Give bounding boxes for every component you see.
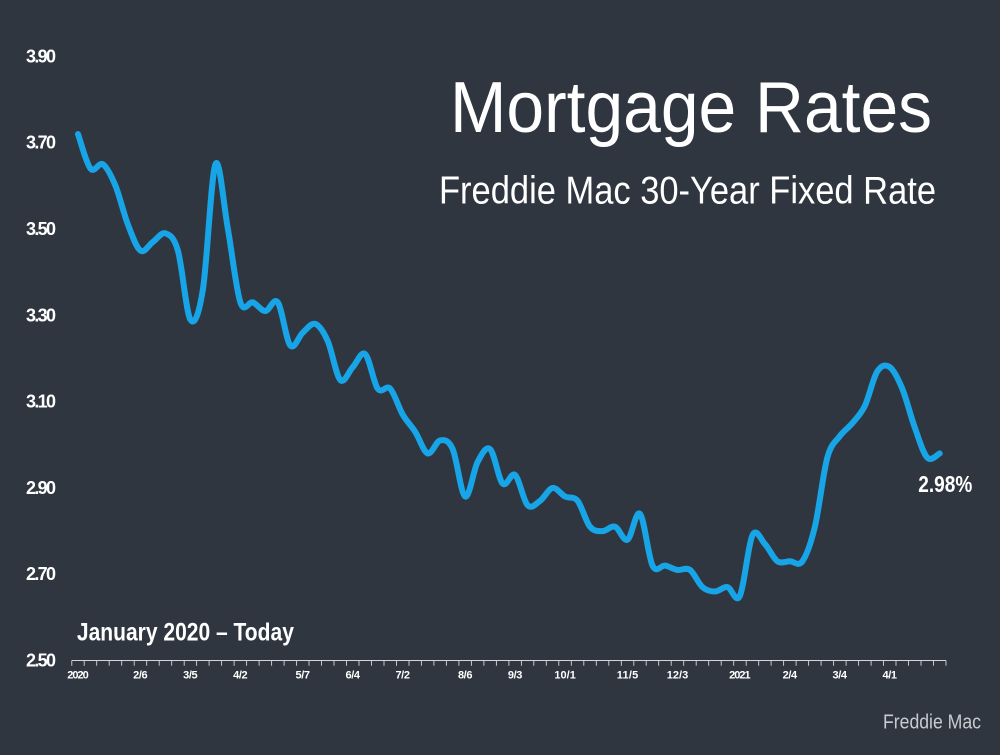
svg-text:3.30: 3.30	[26, 305, 56, 325]
svg-text:2.70: 2.70	[26, 564, 56, 584]
svg-text:3.50: 3.50	[26, 219, 56, 239]
svg-text:3.10: 3.10	[26, 392, 56, 412]
svg-text:5/7: 5/7	[296, 670, 311, 682]
svg-text:2021: 2021	[729, 670, 751, 682]
svg-text:11/5: 11/5	[617, 670, 639, 682]
svg-text:Mortgage Rates: Mortgage Rates	[450, 68, 932, 148]
svg-text:10/1: 10/1	[554, 670, 576, 682]
svg-text:2020: 2020	[67, 670, 89, 682]
svg-text:4/2: 4/2	[233, 670, 248, 682]
svg-text:7/2: 7/2	[395, 670, 410, 682]
svg-text:4/1: 4/1	[883, 670, 898, 682]
svg-text:8/6: 8/6	[458, 670, 473, 682]
svg-text:2/4: 2/4	[783, 670, 798, 682]
svg-text:6/4: 6/4	[346, 670, 361, 682]
svg-text:12/3: 12/3	[667, 670, 689, 682]
svg-text:Freddie Mac: Freddie Mac	[883, 712, 981, 734]
svg-text:3/5: 3/5	[183, 670, 198, 682]
svg-text:January 2020 – Today: January 2020 – Today	[77, 619, 294, 647]
svg-text:2/6: 2/6	[133, 670, 148, 682]
svg-text:2.98%: 2.98%	[918, 471, 972, 497]
svg-text:9/3: 9/3	[508, 670, 523, 682]
svg-text:Freddie Mac 30-Year Fixed Rate: Freddie Mac 30-Year Fixed Rate	[439, 170, 936, 213]
svg-text:3/4: 3/4	[833, 670, 848, 682]
svg-text:2.90: 2.90	[26, 478, 56, 498]
svg-text:3.90: 3.90	[26, 46, 56, 66]
svg-text:3.70: 3.70	[26, 133, 56, 153]
svg-text:2.50: 2.50	[26, 651, 56, 671]
